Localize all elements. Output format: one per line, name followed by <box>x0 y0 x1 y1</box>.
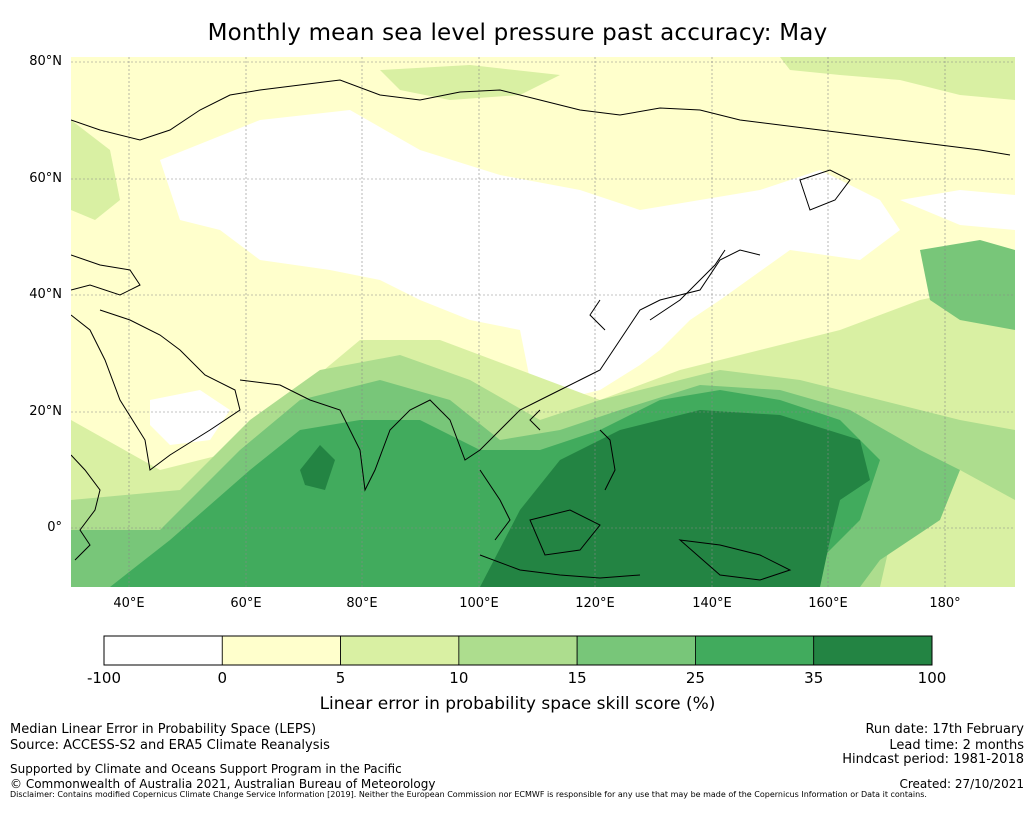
colorbar-tick-label: 35 <box>804 669 824 687</box>
map-field <box>71 57 1015 587</box>
footer-method: Median Linear Error in Probability Space… <box>10 722 317 737</box>
field-5-10-north <box>780 57 1015 100</box>
lon-label-80e: 80°E <box>346 596 378 611</box>
footer-disclaimer: Disclaimer: Contains modified Copernicus… <box>10 790 927 799</box>
field-5-10-arctic <box>380 65 560 100</box>
colorbar-tick-label: 10 <box>449 669 469 687</box>
lat-label-60n: 60°N <box>29 171 62 186</box>
colorbar-tick-label: 25 <box>685 669 705 687</box>
lat-label-0: 0° <box>47 520 62 535</box>
field-15-25-east <box>920 240 1015 330</box>
colorbar-segment <box>695 635 815 666</box>
field-white-ne <box>900 190 1015 230</box>
field-35-100-india <box>300 445 335 490</box>
lat-label-40n: 40°N <box>29 287 62 302</box>
colorbar-segment <box>340 635 460 666</box>
field-5-10-west <box>71 120 120 220</box>
colorbar-tick-label: 100 <box>917 669 947 687</box>
field-white-asia <box>160 110 900 400</box>
footer-created: Created: 27/10/2021 <box>899 777 1024 791</box>
colorbar-frame <box>103 635 933 666</box>
lon-label-140e: 140°E <box>692 596 732 611</box>
lon-label-120e: 120°E <box>575 596 615 611</box>
footer-copyright: © Commonwealth of Australia 2021, Austra… <box>10 777 436 791</box>
colorbar-segment <box>576 635 696 666</box>
colorbar-segment <box>103 635 223 666</box>
colorbar-segment <box>813 635 933 666</box>
lon-label-180: 180° <box>929 596 961 611</box>
footer-hindcast: Hindcast period: 1981-2018 <box>842 752 1024 767</box>
colorbar <box>103 635 933 666</box>
coastlines <box>71 79 1011 581</box>
lon-label-60e: 60°E <box>230 596 262 611</box>
map-title: Monthly mean sea level pressure past acc… <box>207 20 828 46</box>
colorbar-tick-label: 5 <box>335 669 346 687</box>
graticule <box>71 57 1015 587</box>
field-white-arabia <box>150 390 230 445</box>
lon-label-160e: 160°E <box>808 596 848 611</box>
colorbar-tick-label: -100 <box>86 669 122 687</box>
field-35-100 <box>480 410 870 587</box>
lon-label-40e: 40°E <box>113 596 145 611</box>
colorbar-segment <box>458 635 578 666</box>
footer-source: Source: ACCESS-S2 and ERA5 Climate Reana… <box>10 738 330 753</box>
colorbar-tick-label: 15 <box>567 669 587 687</box>
footer-lead-time: Lead time: 2 months <box>889 738 1024 753</box>
colorbar-segment <box>221 635 341 666</box>
lon-label-100e: 100°E <box>459 596 499 611</box>
lat-label-80n: 80°N <box>29 54 62 69</box>
skill-score-map <box>71 57 1015 587</box>
lat-label-20n: 20°N <box>29 404 62 419</box>
colorbar-label: Linear error in probability space skill … <box>319 694 716 714</box>
footer-support: Supported by Climate and Oceans Support … <box>10 762 402 776</box>
footer-run-date: Run date: 17th February <box>865 722 1024 737</box>
colorbar-tick-label: 0 <box>217 669 228 687</box>
